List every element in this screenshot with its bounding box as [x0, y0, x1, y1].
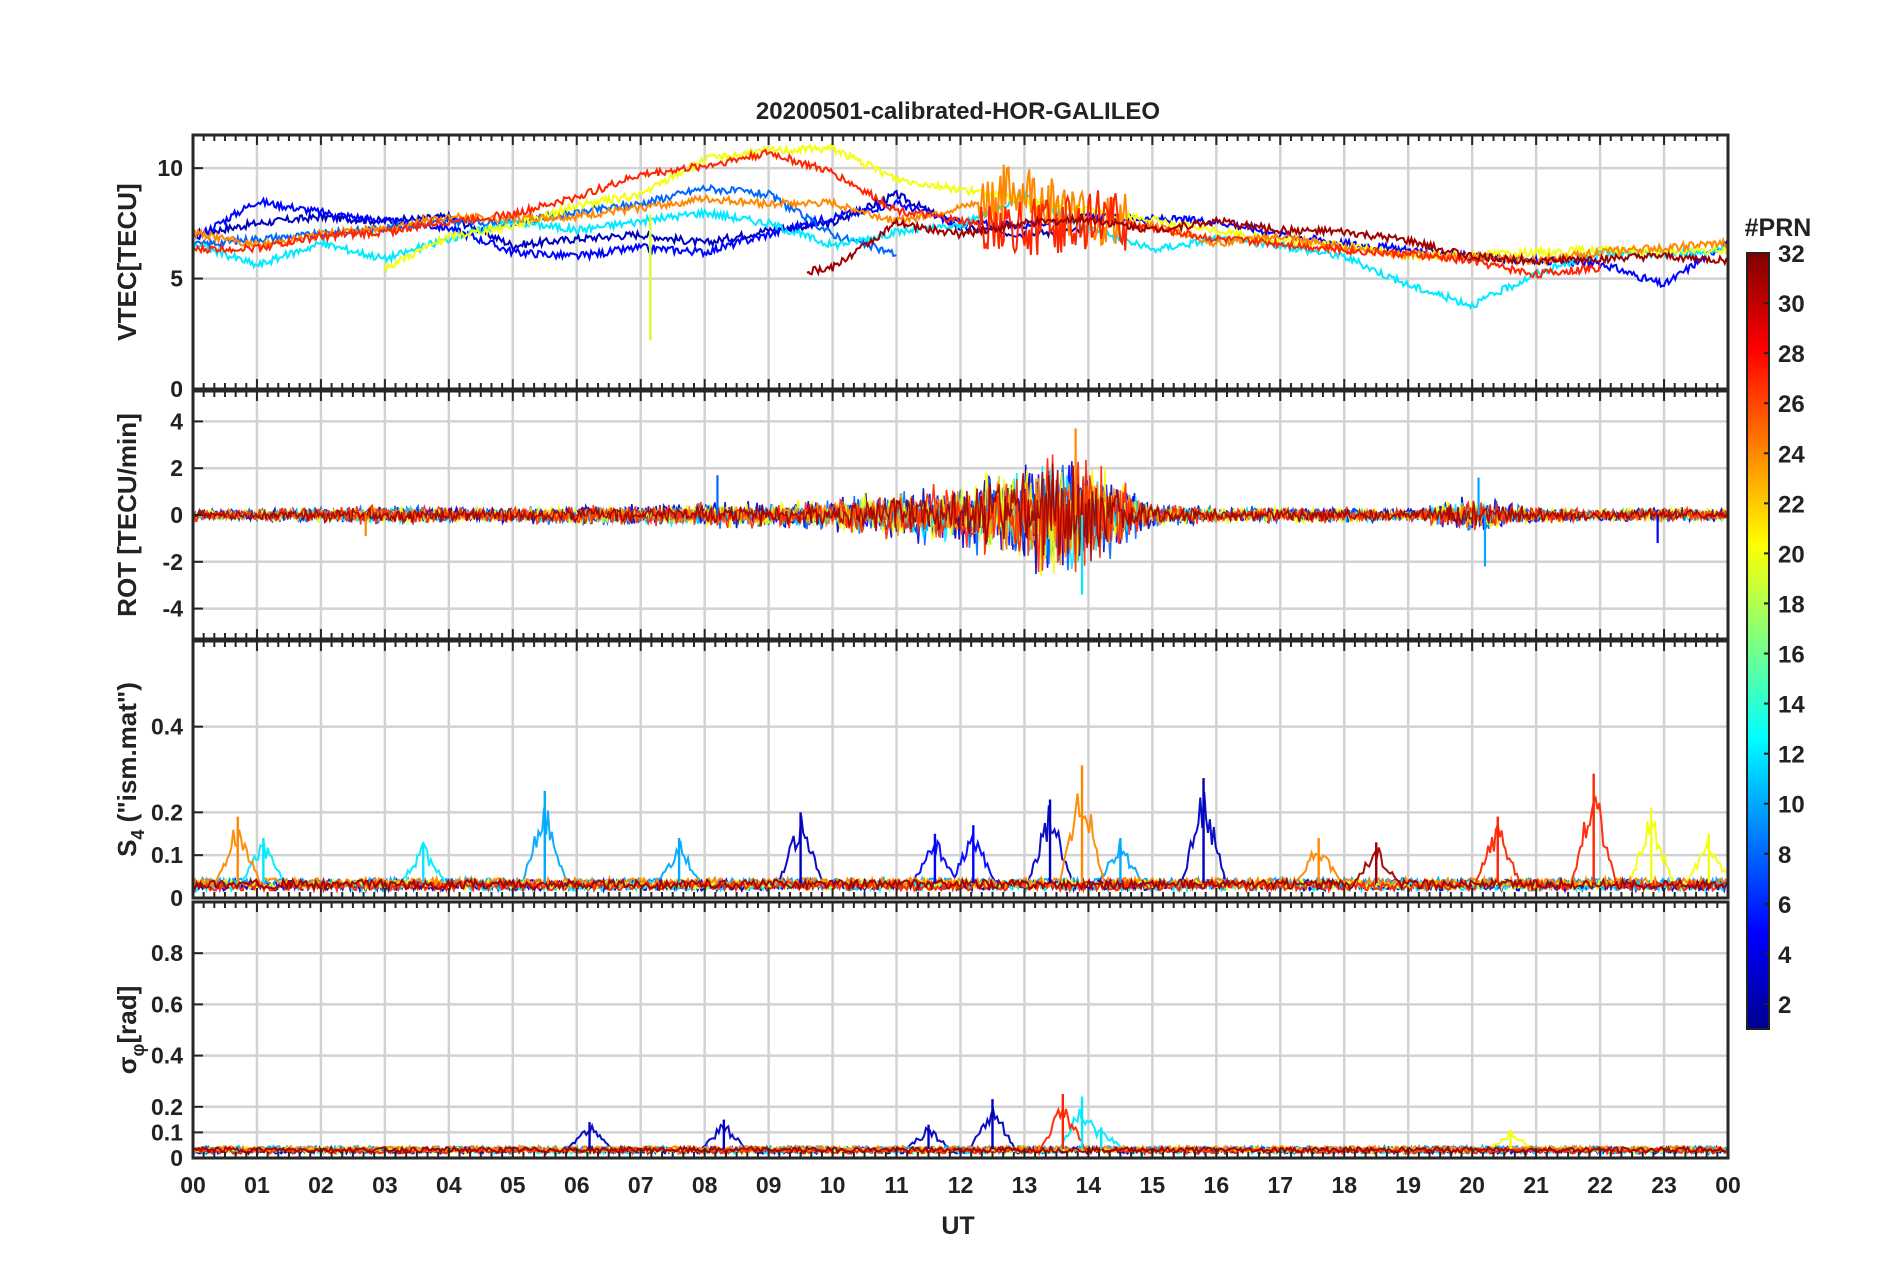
colorbar-tick-label: 10 — [1778, 792, 1805, 819]
y-gridlines — [193, 420, 1728, 610]
series-line-prn-31 — [193, 847, 1727, 893]
x-tick-marks — [192, 902, 1729, 1158]
x-tick-label: 10 — [820, 1172, 846, 1198]
x-tick-label: 09 — [756, 1172, 782, 1198]
y-axis-label-rot: ROT [TECU/min] — [112, 413, 142, 617]
data-series — [193, 765, 1728, 895]
panel-s4: 0 0.1 0.2 0.4S4 ("ism.mat") — [112, 639, 1730, 911]
colorbar-tick-label: 6 — [1778, 892, 1791, 919]
x-axis-label: UT — [941, 1212, 974, 1240]
y-tick-label: -4 — [163, 596, 184, 622]
colorbar-tick-label: 20 — [1778, 541, 1805, 568]
y-tick-label: 2 — [170, 455, 183, 481]
x-tick-label: 12 — [948, 1172, 974, 1198]
y-tick-labels: -4 -2 0 2 4 — [163, 408, 203, 622]
colorbar-label: #PRN — [1745, 214, 1812, 242]
x-tick-marks — [192, 641, 1729, 898]
x-tick-label: 02 — [308, 1172, 334, 1198]
y-tick-label: 0 — [170, 1145, 183, 1171]
y-tick-label: 0.4 — [151, 714, 183, 740]
x-tick-label: 21 — [1523, 1172, 1549, 1198]
y-tick-label: 0.2 — [151, 1094, 183, 1120]
chart-title: 20200501-calibrated-HOR-GALILEO — [756, 98, 1160, 125]
y-tick-label: 4 — [170, 408, 183, 434]
x-axis: 00 01 02 03 04 05 06 07 08 09 10 11 12 13 14 15 16 17 18 19… — [180, 1172, 1741, 1198]
y-tick-labels: 00.10.2 0.4 0.6 0.8 — [151, 940, 203, 1171]
colorbar-tick-label: 12 — [1778, 742, 1805, 769]
x-tick-label: 13 — [1012, 1172, 1038, 1198]
colorbar-tick-label: 2 — [1778, 992, 1791, 1019]
x-tick-label: 23 — [1651, 1172, 1677, 1198]
panel-sigma: 00.10.2 0.4 0.6 0.8σφ[rad] — [112, 900, 1730, 1171]
colorbar-tick-label: 24 — [1778, 441, 1805, 468]
colorbar-tick-label: 8 — [1778, 842, 1791, 869]
x-tick-label: 08 — [692, 1172, 718, 1198]
x-tick-label: 01 — [244, 1172, 270, 1198]
y-tick-label: 0.2 — [151, 799, 183, 825]
panel-rot: -4 -2 0 2 4 ROT [TECU/min] — [112, 389, 1730, 641]
x-tick-label: 16 — [1204, 1172, 1230, 1198]
panel-vtec: 0 5 10 VTEC[TECU] — [112, 133, 1730, 402]
y-tick-label: 10 — [157, 155, 183, 181]
x-tick-label: 22 — [1587, 1172, 1613, 1198]
x-tick-label: 17 — [1267, 1172, 1293, 1198]
y-tick-label: 0 — [170, 885, 183, 911]
x-tick-label: 00 — [1715, 1172, 1741, 1198]
colorbar-tick-label: 30 — [1778, 291, 1805, 318]
data-series — [193, 428, 1728, 595]
x-tick-label: 03 — [372, 1172, 398, 1198]
y-tick-labels: 0 0.1 0.2 0.4 — [151, 714, 203, 911]
series-line-prn-27 — [193, 148, 1602, 279]
series-line-prn-31 — [193, 463, 1728, 562]
x-tick-label: 04 — [436, 1172, 462, 1198]
x-tick-label: 11 — [884, 1172, 909, 1198]
x-tick-label: 05 — [500, 1172, 526, 1198]
y-axis-label-s4: S4 ("ism.mat") — [112, 682, 148, 857]
y-tick-label: 0 — [170, 376, 183, 402]
series-line-prn-12 — [193, 190, 1728, 311]
x-tick-label: 14 — [1076, 1172, 1102, 1198]
x-tick-label: 15 — [1140, 1172, 1166, 1198]
y-tick-label: 0.8 — [151, 940, 183, 966]
y-axis-label-vtec: VTEC[TECU] — [112, 183, 142, 340]
x-tick-label: 20 — [1459, 1172, 1485, 1198]
x-tick-label: 00 — [180, 1172, 206, 1198]
y-axis-label-sigma: σφ[rad] — [112, 986, 148, 1074]
y-tick-label: 0.1 — [151, 1119, 183, 1145]
colorbar-tick-label: 26 — [1778, 391, 1805, 418]
y-tick-label: 0 — [170, 502, 183, 528]
colorbar-tick-label: 4 — [1778, 942, 1792, 969]
y-tick-label: 0.4 — [151, 1043, 183, 1069]
y-tick-label: 0.6 — [151, 991, 183, 1017]
x-tick-label: 18 — [1331, 1172, 1357, 1198]
colorbar-tick-label: 18 — [1778, 591, 1805, 618]
x-tick-marks — [192, 391, 1729, 639]
colorbar-tick-label: 14 — [1778, 692, 1805, 719]
colorbar-tick-label: 28 — [1778, 341, 1805, 368]
data-series — [193, 142, 1728, 341]
series-line-prn-31 — [806, 212, 1728, 277]
colorbar-scale — [1746, 252, 1770, 1030]
x-tick-label: 06 — [564, 1172, 590, 1198]
colorbar-tick-label: 16 — [1778, 642, 1805, 669]
colorbar-tick-label: 22 — [1778, 491, 1805, 518]
colorbar-tick-label: 32 — [1778, 241, 1805, 268]
y-tick-label: -2 — [163, 549, 183, 575]
y-tick-labels: 0 5 10 — [157, 155, 203, 402]
y-tick-label: 5 — [170, 266, 183, 292]
y-tick-label: 0.1 — [151, 842, 183, 868]
x-tick-label: 07 — [628, 1172, 654, 1198]
x-tick-marks — [192, 135, 1729, 389]
x-tick-label: 19 — [1395, 1172, 1421, 1198]
